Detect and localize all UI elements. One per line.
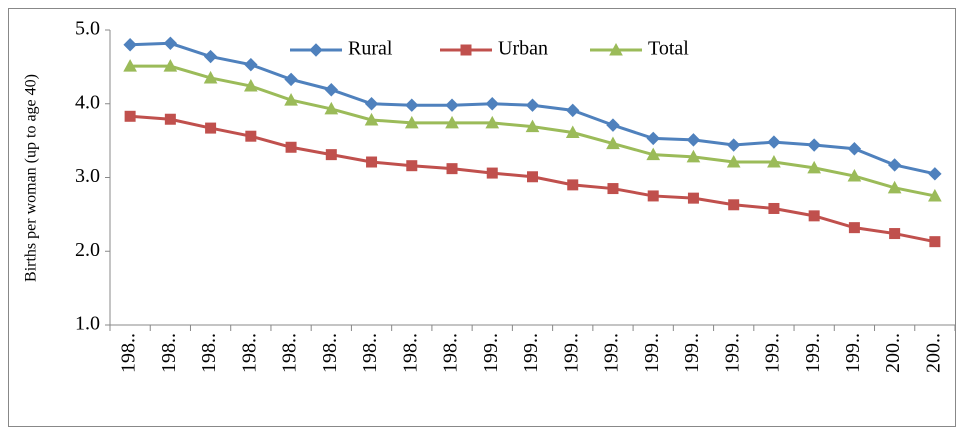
point (203, 70, 218, 84)
point (324, 101, 339, 115)
x-tick-label: 199.. (681, 333, 703, 373)
y-tick-label: 4.0 (75, 91, 100, 113)
point (807, 160, 822, 174)
point (405, 98, 419, 112)
point (929, 236, 941, 248)
x-tick-label: 198.. (118, 333, 140, 373)
x-tick-label: 198.. (319, 333, 341, 373)
point (527, 171, 538, 183)
point (768, 202, 780, 214)
point (205, 122, 217, 134)
point (445, 115, 459, 129)
point (686, 133, 701, 147)
y-tick-label: 1.0 (75, 313, 100, 335)
point (567, 179, 579, 191)
point (485, 97, 499, 111)
y-axis-label: Births per woman (up to age 40) (23, 74, 40, 282)
x-tick-label: 199.. (480, 333, 502, 373)
x-tick-label: 198.. (198, 333, 220, 373)
point (486, 167, 498, 179)
x-tick-label: 198.. (238, 333, 260, 373)
point (887, 180, 902, 194)
point (284, 72, 298, 87)
point (366, 156, 378, 168)
point (164, 113, 176, 125)
point (243, 79, 258, 92)
point (889, 228, 901, 240)
point (646, 147, 661, 161)
point (364, 112, 379, 126)
point (807, 138, 821, 152)
legend-marker (609, 42, 623, 56)
point (606, 118, 620, 132)
x-tick-label: 198.. (158, 333, 180, 373)
x-tick-label: 199.. (641, 333, 663, 373)
x-tick-label: 198.. (399, 333, 421, 373)
point (124, 110, 136, 122)
point (244, 57, 258, 72)
y-tick-label: 5.0 (75, 18, 100, 40)
point (767, 154, 781, 168)
x-tick-label: 198.. (359, 333, 381, 373)
point (647, 190, 659, 202)
point (808, 210, 820, 222)
point (566, 103, 580, 118)
point (928, 188, 942, 202)
y-tick-label: 3.0 (75, 165, 100, 187)
x-tick-label: 198.. (279, 333, 301, 373)
point (726, 138, 741, 152)
point (847, 142, 862, 156)
point (767, 135, 781, 149)
point (847, 168, 862, 182)
legend-marker (460, 44, 472, 56)
x-tick-label: 200.. (882, 333, 904, 373)
point (686, 149, 701, 163)
x-tick-label: 199.. (721, 333, 743, 373)
point (325, 149, 337, 161)
point (687, 192, 699, 204)
point (928, 167, 942, 181)
legend-label: Urban (498, 38, 548, 60)
point (887, 158, 902, 172)
point (445, 98, 459, 112)
point (203, 49, 218, 64)
point (848, 222, 860, 234)
x-tick-label: 199.. (842, 333, 864, 373)
point (245, 130, 257, 142)
x-tick-label: 199.. (520, 333, 542, 373)
point (607, 183, 619, 195)
point (163, 59, 178, 72)
x-tick-label: 200.. (922, 333, 944, 373)
x-tick-label: 198.. (440, 333, 462, 373)
point (726, 154, 741, 168)
point (163, 36, 178, 50)
x-tick-label: 199.. (762, 333, 784, 373)
chart-border (8, 8, 956, 427)
point (406, 160, 418, 172)
legend-label: Rural (348, 38, 393, 60)
point (606, 136, 620, 150)
point (285, 141, 297, 153)
point (123, 38, 137, 52)
legend-marker (309, 43, 323, 57)
point (485, 115, 500, 129)
x-tick-label: 199.. (601, 333, 623, 373)
point (646, 131, 660, 146)
legend-label: Total (648, 38, 689, 60)
point (123, 59, 137, 72)
x-tick-label: 199.. (802, 333, 824, 373)
x-tick-label: 199.. (560, 333, 582, 373)
point (404, 115, 419, 129)
point (525, 119, 540, 133)
point (284, 93, 298, 106)
point (446, 163, 458, 175)
point (324, 83, 339, 97)
point (728, 199, 740, 211)
y-tick-label: 2.0 (75, 239, 100, 261)
point (565, 125, 580, 139)
point (525, 98, 540, 112)
point (364, 97, 379, 111)
